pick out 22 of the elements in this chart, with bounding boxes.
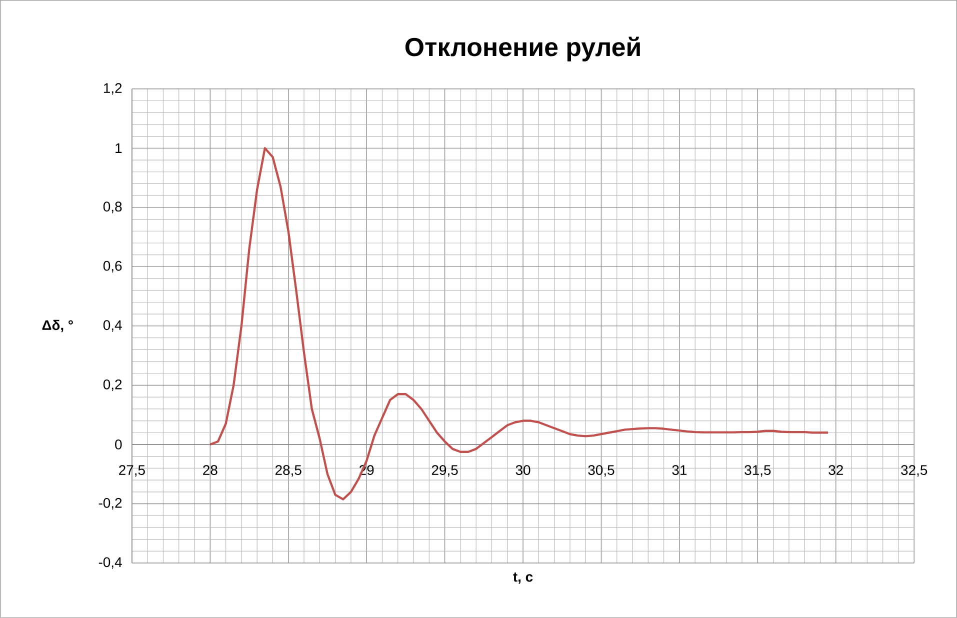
x-tick-label: 31 [672,465,687,476]
x-tick-label: 30,5 [588,465,614,477]
x-tick-label: 32 [828,465,843,476]
y-tick-label: 0 [115,440,122,450]
x-tick-label: 32,5 [901,465,928,477]
x-tick-label: 31,5 [744,465,771,477]
y-tick-label: 0,2 [103,379,122,392]
x-tick-label: 27,5 [119,465,145,477]
y-tick-label: -0,4 [98,557,122,569]
y-tick-label: -0,2 [98,498,122,510]
x-axis-title: t, c [513,572,533,584]
y-tick-label: 1,2 [104,83,122,95]
x-tick-label: 29,5 [432,465,458,477]
x-tick-label: 30 [516,465,530,476]
y-tick-label: 0,6 [103,260,122,272]
y-tick-label: 0,8 [103,202,122,214]
y-axis-title: Δδ, ° [42,320,73,332]
y-tick-label: 0,4 [103,320,122,332]
x-tick-label: 28,5 [275,465,302,477]
y-tick-label: 1 [116,143,122,153]
chart-title: Отклонение рулей [405,36,640,62]
x-tick-label: 28 [203,465,218,476]
